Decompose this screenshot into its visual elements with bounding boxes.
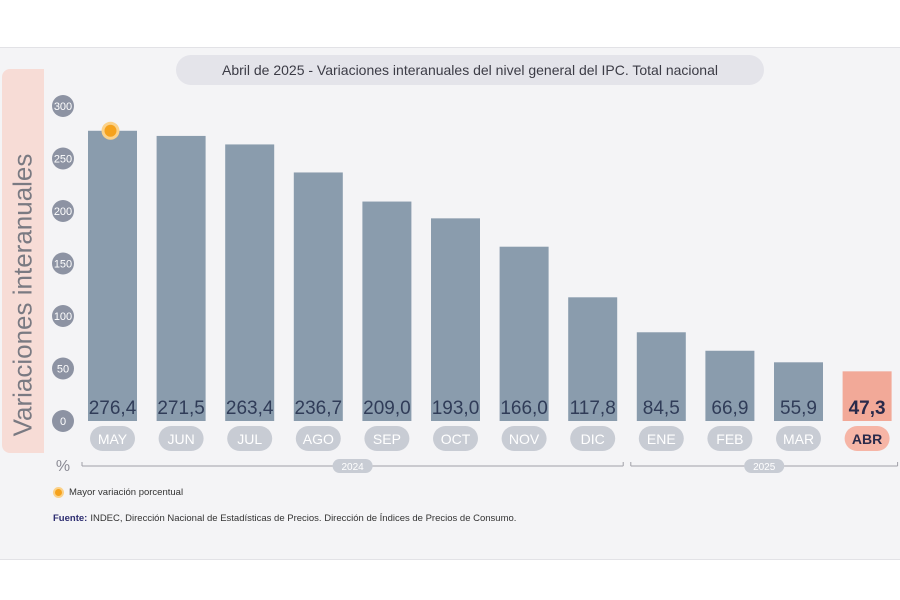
chart-title: Abril de 2025 - Variaciones interanuales… bbox=[176, 55, 764, 85]
year-label: 2024 bbox=[341, 462, 364, 473]
category-label: OCT bbox=[441, 431, 471, 447]
data-label: 47,3 bbox=[849, 398, 886, 419]
data-label: 236,7 bbox=[295, 398, 343, 419]
y-tick-circle bbox=[52, 200, 74, 222]
y-tick-label: 150 bbox=[54, 259, 72, 271]
data-label: 55,9 bbox=[780, 398, 817, 419]
year-label: 2025 bbox=[753, 462, 776, 473]
category-label: DIC bbox=[581, 431, 605, 447]
bar bbox=[88, 130, 137, 421]
data-label: 271,5 bbox=[157, 398, 205, 419]
unit-label: % bbox=[56, 458, 70, 475]
y-tick-circle bbox=[52, 95, 74, 117]
month-pill bbox=[158, 426, 204, 451]
max-marker-dot bbox=[104, 124, 117, 137]
category-label: ENE bbox=[647, 431, 676, 447]
category-label: AGO bbox=[303, 431, 334, 447]
bar bbox=[568, 297, 618, 421]
year-groups: 2024 2025 bbox=[81, 459, 899, 473]
month-pill bbox=[433, 426, 478, 451]
month-pill bbox=[638, 426, 684, 451]
category-label: JUL bbox=[237, 431, 262, 447]
data-label: 66,9 bbox=[711, 398, 748, 419]
source-note: Fuente: INDEC, Dirección Nacional de Esta… bbox=[53, 513, 516, 524]
bar bbox=[362, 201, 412, 421]
y-axis-ticks: 0 50 100 150 200 250 300 bbox=[52, 95, 74, 432]
bar bbox=[293, 172, 343, 421]
y-tick-label: 250 bbox=[54, 154, 72, 166]
category-label: SEP bbox=[373, 431, 401, 447]
y-tick-circle bbox=[52, 410, 74, 432]
category-label: NOV bbox=[509, 431, 540, 447]
month-pill bbox=[227, 426, 273, 451]
month-pill bbox=[707, 426, 753, 451]
bar bbox=[225, 144, 275, 421]
category-labels: MAY JUN JUL AGO SEP OCT NOV DIC ENE FEB MAR ABR bbox=[90, 426, 890, 451]
source-text: INDEC, Dirección Nacional de Estadística… bbox=[90, 513, 517, 524]
category-label: FEB bbox=[716, 431, 743, 447]
y-tick-label: 300 bbox=[54, 101, 72, 113]
bars bbox=[88, 121, 892, 422]
month-pill bbox=[90, 426, 135, 451]
category-label: MAY bbox=[98, 431, 128, 447]
data-label: 117,8 bbox=[570, 398, 616, 419]
data-label: 193,0 bbox=[432, 398, 480, 419]
y-tick-circle bbox=[52, 252, 74, 275]
y-tick-circle bbox=[52, 357, 74, 380]
legend: Mayor variación porcentual bbox=[53, 487, 183, 498]
bar bbox=[774, 362, 823, 421]
category-label: MAR bbox=[783, 431, 814, 447]
month-pill bbox=[844, 426, 890, 451]
bar bbox=[431, 218, 480, 421]
year-pill bbox=[744, 459, 785, 473]
legend-label: Mayor variación porcentual bbox=[69, 487, 184, 498]
value-labels: 276,4 271,5 263,4 236,7 209,0 193,0 166,0 117,8… bbox=[89, 398, 886, 419]
data-label: 276,4 bbox=[89, 398, 137, 419]
bar bbox=[156, 135, 206, 422]
y-tick-circle bbox=[52, 305, 74, 327]
source-prefix: Fuente: bbox=[53, 513, 88, 524]
y-tick-circle bbox=[52, 147, 74, 170]
category-label: JUN bbox=[167, 431, 194, 447]
category-label: ABR bbox=[852, 431, 882, 447]
month-pill bbox=[295, 426, 341, 451]
bar bbox=[705, 350, 755, 421]
y-axis-label-band bbox=[2, 69, 44, 453]
data-label: 166,0 bbox=[500, 398, 548, 419]
bar bbox=[636, 332, 686, 421]
orange-dot-icon bbox=[53, 487, 64, 498]
y-tick-label: 0 bbox=[60, 416, 66, 428]
bar bbox=[842, 371, 892, 421]
year-pill bbox=[332, 459, 373, 473]
bar bbox=[499, 246, 549, 421]
data-label: 263,4 bbox=[226, 398, 274, 419]
month-pill bbox=[570, 426, 616, 451]
y-tick-label: 50 bbox=[57, 364, 69, 376]
month-pill bbox=[776, 426, 821, 451]
y-tick-label: 100 bbox=[54, 311, 72, 323]
data-label: 84,5 bbox=[643, 398, 680, 419]
data-label: 209,0 bbox=[363, 398, 411, 419]
month-pill bbox=[364, 426, 410, 451]
month-pill bbox=[501, 426, 547, 451]
y-tick-label: 200 bbox=[54, 206, 72, 218]
